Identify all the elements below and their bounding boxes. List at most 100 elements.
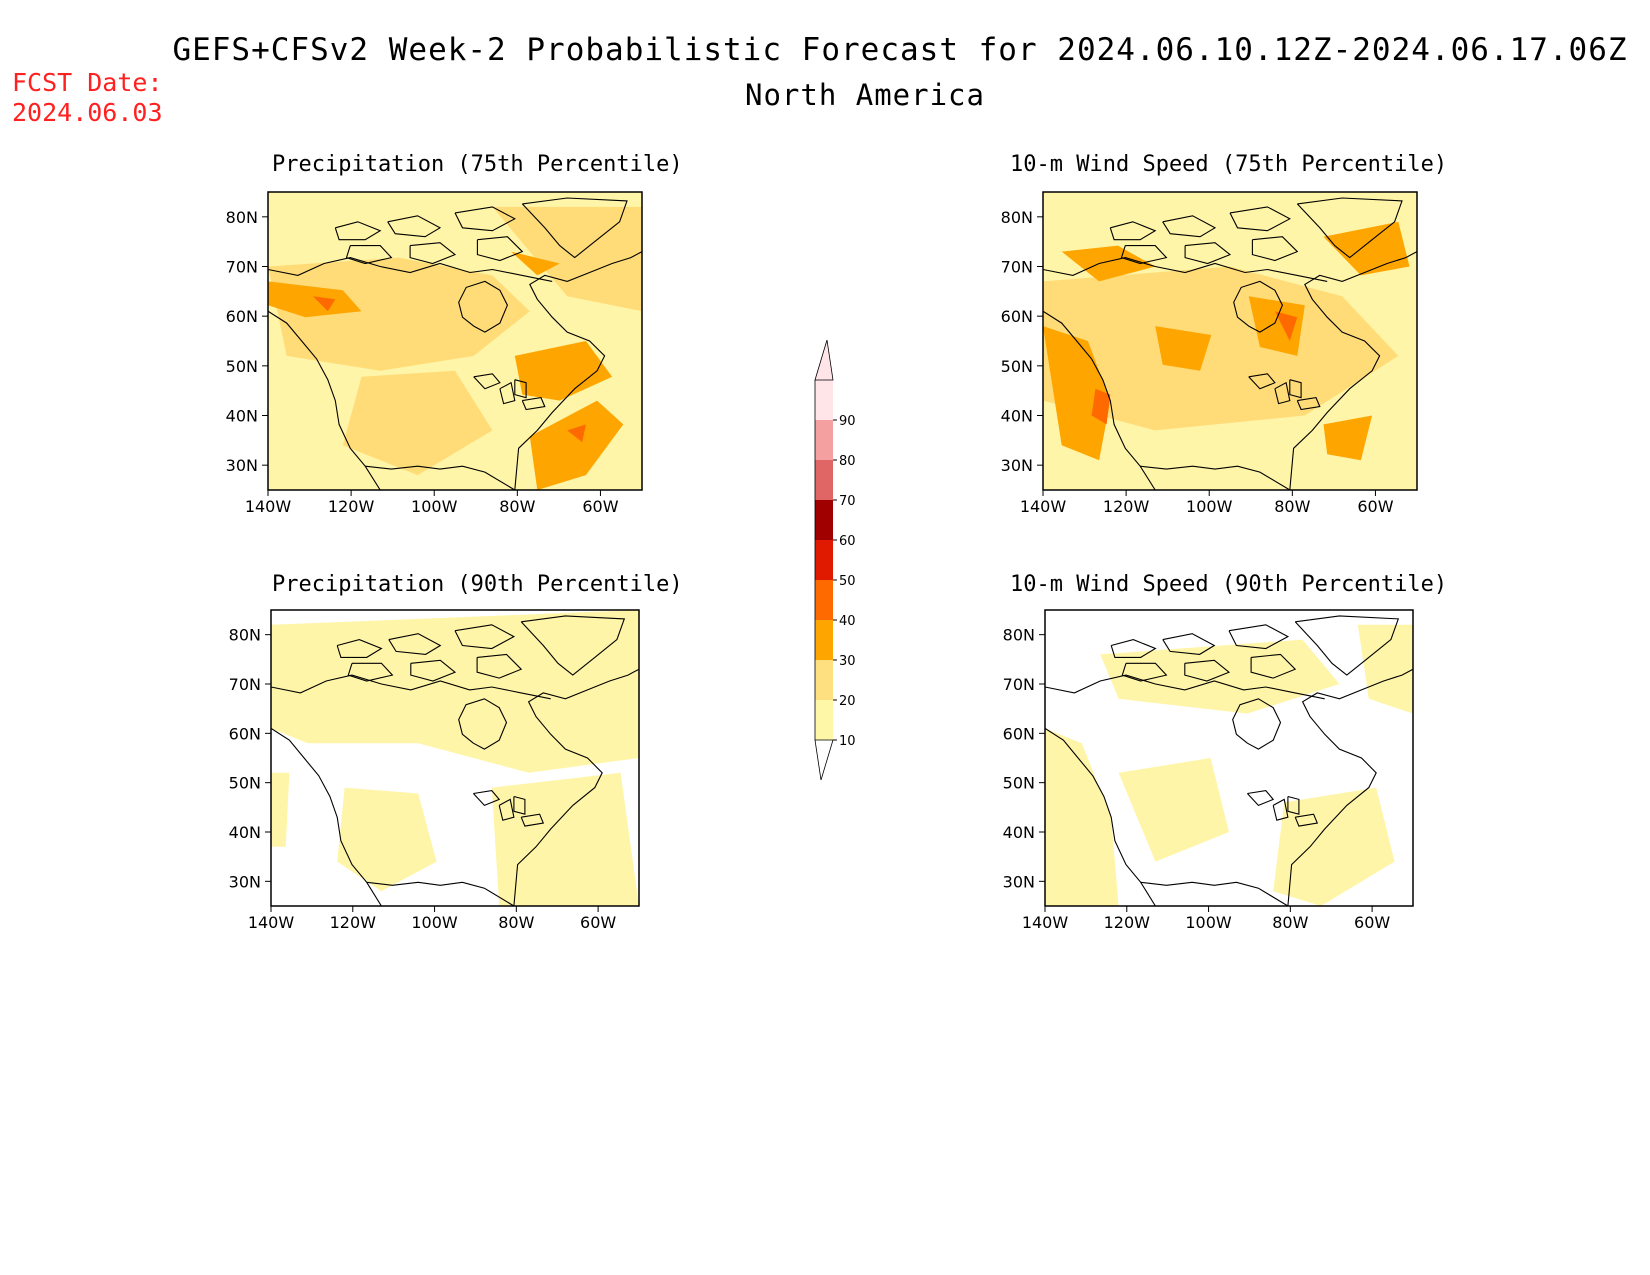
great-lake-outline [1294,813,1319,827]
lat-tick-label: 80N [229,626,261,645]
probability-shade [1043,326,1111,461]
lon-tick-label: 80W [1272,913,1308,932]
probability-shade [492,206,642,312]
arctic-island-outline [454,206,516,232]
arctic-island-outline [1228,624,1290,650]
colorbar-swatch [815,700,833,740]
greenland-outline [1294,615,1400,676]
map-frame [270,609,640,907]
arctic-island-outline [387,215,442,238]
probability-shade [1061,245,1156,282]
hudson-bay-outline [458,698,508,750]
lon-tick-label: 140W [245,497,292,516]
coastline [271,727,382,906]
lat-tick-label: 60N [226,307,258,326]
lon-tick-label: 60W [1354,913,1390,932]
lon-tick-label: 80W [498,913,534,932]
lat-tick-label: 60N [1001,307,1033,326]
probability-shade [1118,758,1229,862]
coastline [268,310,381,490]
coastline [1043,257,1328,282]
probability-shade [1091,388,1111,425]
great-lake-outline [472,790,501,807]
lon-tick-label: 60W [1357,497,1393,516]
region-subtitle: North America [745,78,985,112]
arctic-island-outline [410,659,457,682]
arctic-island-outline [345,245,393,265]
coastline [1289,251,1417,490]
probability-shade [1045,728,1119,906]
lat-tick-label: 60N [229,724,261,743]
arctic-island-outline [334,221,382,241]
map-frame [1044,609,1414,907]
probability-shade [1248,296,1305,356]
colorbar-label: 40 [839,614,856,629]
coastline [271,674,551,700]
arctic-island-outline [454,624,516,650]
lon-tick-label: 120W [330,913,377,932]
lon-tick-label: 120W [1104,913,1151,932]
coastline [365,465,516,490]
probability-shade [491,772,639,906]
panel-title-wind-75: 10-m Wind Speed (75th Percentile) [1010,152,1448,177]
hudson-bay-outline [458,280,509,333]
lat-tick-label: 30N [1003,872,1035,891]
colorbar-swatch [815,380,833,420]
colorbar-label: 70 [839,494,856,509]
probability-shade [268,281,362,318]
great-lake-outline [1248,373,1276,390]
lon-tick-label: 80W [499,497,535,516]
probability-shade [529,400,624,490]
arctic-island-outline [1184,242,1232,265]
great-lake-outline [1289,379,1302,399]
lon-tick-label: 100W [411,913,458,932]
lat-tick-label: 40N [1001,407,1033,426]
colorbar-swatch [815,660,833,700]
colorbar-label: 30 [839,654,856,669]
map-panel-wind-75: 140W 120W 100W 80W 60W 80N 70N 60N 50N 40N 30N [1001,191,1418,516]
coastline [1140,465,1291,490]
lat-tick-label: 80N [1001,208,1033,227]
arctic-island-outline [476,236,524,262]
colorbar-swatch [815,580,833,620]
lat-tick-label: 70N [1001,258,1033,277]
map-panel-precip-90: 140W 120W 100W 80W 60W 80N 70N 60N 50N 40N 30N [229,609,640,932]
lat-tick-label: 50N [1001,357,1033,376]
probability-shade [1323,415,1373,461]
colorbar-swatch [815,500,833,540]
probability-shade [268,257,530,371]
probability-shade [1100,639,1340,714]
coastline [366,881,515,906]
probability-shade [514,341,613,401]
probability-shade [1323,221,1410,276]
probability-shade [511,251,560,276]
colorbar-label: 20 [839,694,856,709]
arctic-island-outline [1121,662,1168,682]
lon-tick-label: 60W [582,497,618,516]
greenland-outline [521,197,628,259]
fcst-date-value: 2024.06.03 [12,98,163,127]
lon-tick-label: 140W [1022,913,1069,932]
great-lake-outline [513,795,526,815]
lon-tick-label: 140W [1020,497,1067,516]
lat-tick-label: 50N [229,774,261,793]
lat-tick-label: 40N [229,823,261,842]
colorbar-label: 10 [839,734,856,749]
lon-tick-label: 60W [580,913,616,932]
probability-shade [312,296,336,312]
great-lake-outline [499,381,516,405]
arctic-island-outline [336,639,383,658]
map-panel-precip-75: 140W 120W 100W 80W 60W 80N 70N 60N 50N 40N 30N [226,191,643,516]
great-lake-outline [521,396,546,411]
lon-tick-label: 120W [1103,497,1150,516]
probability-shade [1274,311,1298,341]
great-lake-outline [473,373,501,390]
probability-shade [1155,326,1212,371]
lat-tick-label: 70N [226,258,258,277]
arctic-island-outline [1110,639,1157,658]
colorbar-label: 60 [839,534,856,549]
colorbar-label: 90 [839,414,856,429]
colorbar-swatch [815,540,833,580]
map-panel-wind-90: 140W 120W 100W 80W 60W 80N 70N 60N 50N 40N 30N [1003,609,1414,932]
colorbar-label: 80 [839,454,856,469]
